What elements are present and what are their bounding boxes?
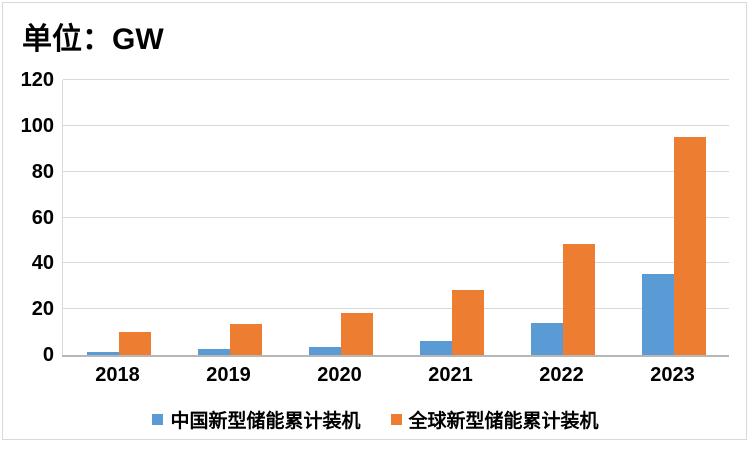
bar-中国新型储能累计装机-2019 (197, 349, 230, 355)
chart-area-border (2, 2, 747, 440)
bar-中国新型储能累计装机-2020 (308, 347, 341, 355)
gridline-100 (63, 124, 729, 126)
bar-group-2018 (63, 80, 174, 355)
legend-label: 中国新型储能累计装机 (170, 411, 361, 432)
x-axis-label-2020: 2020 (317, 364, 362, 386)
legend-swatch-icon (152, 414, 164, 425)
gridline-120 (63, 79, 729, 80)
bar-全球新型储能累计装机-2018 (118, 331, 151, 355)
bar-group-2021 (396, 80, 507, 355)
y-axis-tick-100: 100 (20, 114, 54, 137)
bar-group-2022 (507, 80, 618, 355)
bar-group-2020 (285, 80, 396, 355)
chart-title: 单位：GW (22, 23, 164, 56)
y-axis-tick-20: 20 (31, 298, 54, 321)
gridline-20 (63, 308, 729, 310)
x-axis-label-2023: 2023 (650, 364, 695, 386)
bar-中国新型储能累计装机-2021 (419, 340, 452, 355)
y-axis-tick-60: 60 (31, 206, 54, 229)
gridline-60 (63, 216, 729, 218)
y-axis-tick-120: 120 (20, 69, 54, 91)
bars-container (63, 80, 729, 355)
bar-中国新型储能累计装机-2022 (530, 323, 563, 355)
x-axis-line (62, 355, 729, 357)
x-axis-label-2019: 2019 (206, 364, 251, 386)
x-axis-label-2022: 2022 (539, 364, 584, 386)
x-axis-label-2018: 2018 (95, 364, 140, 386)
bar-中国新型储能累计装机-2018 (86, 352, 119, 355)
legend-item: 中国新型储能累计装机 (152, 406, 361, 433)
y-axis-tick-0: 0 (42, 344, 54, 366)
bar-全球新型储能累计装机-2020 (340, 312, 373, 355)
y-axis-tick-80: 80 (31, 160, 54, 183)
y-axis-tick-40: 40 (31, 252, 54, 275)
bar-全球新型储能累计装机-2021 (451, 289, 484, 355)
bar-group-2019 (174, 80, 285, 355)
x-axis-labels: 2018 2019 2020 2021 2022 2023 (62, 364, 728, 387)
legend-label: 全球新型储能累计装机 (408, 411, 599, 432)
bar-group-2023 (618, 80, 729, 355)
bar-中国新型储能累计装机-2023 (641, 274, 674, 355)
legend-swatch-icon (390, 414, 402, 425)
legend: 中国新型储能累计装机 全球新型储能累计装机 (2, 406, 749, 433)
bar-全球新型储能累计装机-2019 (229, 324, 262, 355)
gridline-40 (63, 262, 729, 264)
plot-area (62, 79, 729, 357)
x-axis-label-2021: 2021 (428, 364, 473, 386)
bar-全球新型储能累计装机-2023 (673, 137, 706, 355)
bar-全球新型储能累计装机-2022 (562, 243, 595, 355)
legend-item: 全球新型储能累计装机 (390, 406, 599, 433)
gridline-80 (63, 170, 729, 172)
